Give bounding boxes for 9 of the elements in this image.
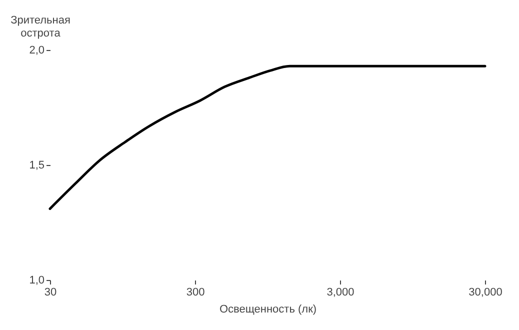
x-tick-label: 30 bbox=[44, 286, 57, 298]
y-tick-label: 1,5 bbox=[29, 160, 44, 172]
x-tick-label: 30,000 bbox=[468, 286, 502, 298]
x-tick-label: 3,000 bbox=[326, 286, 354, 298]
x-tick-label: 300 bbox=[186, 286, 205, 298]
x-axis-title: Освещенность (лк) bbox=[219, 304, 317, 316]
y-tick-label: 2,0 bbox=[29, 44, 44, 56]
y-axis-title: Зрительная острота bbox=[10, 14, 70, 40]
y-tick-label: 1,0 bbox=[29, 274, 44, 286]
